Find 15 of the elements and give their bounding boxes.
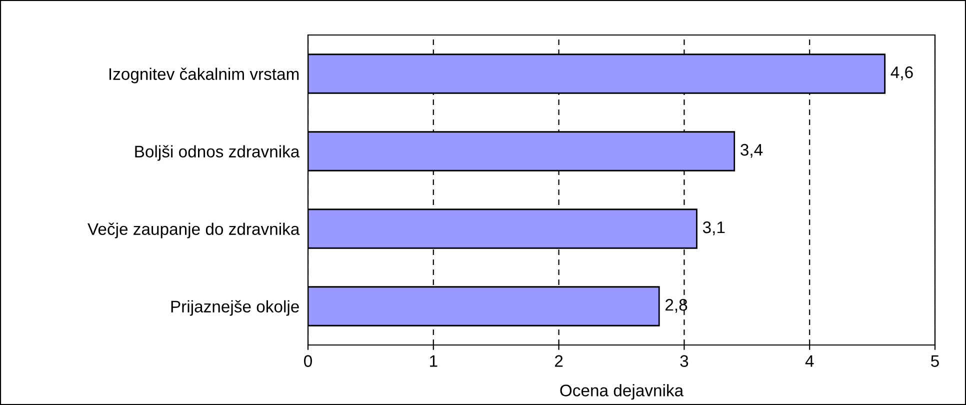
y-tick-label: Boljši odnos zdravnika [135, 145, 300, 161]
data-label: 3,4 [740, 144, 763, 158]
data-label: 3,1 [702, 221, 725, 236]
x-tick-label: 5 [931, 355, 939, 367]
y-tick-label: Prijaznejše okolje [171, 300, 299, 316]
y-tick-label: Večje zaupanje do zdravnika [88, 222, 300, 238]
x-tick-label: 1 [430, 355, 438, 367]
x-tick-label: 2 [555, 355, 563, 367]
x-tick-label: 0 [304, 355, 312, 367]
x-tick-label: 3 [680, 355, 688, 367]
data-label: 2,8 [666, 298, 688, 313]
data-label: 4,6 [890, 66, 913, 80]
x-axis-title: Ocena dejavnika [560, 384, 684, 400]
x-tick-label: 4 [805, 355, 814, 367]
y-tick-label: Izognitev čakalnim vrstam [109, 68, 299, 84]
